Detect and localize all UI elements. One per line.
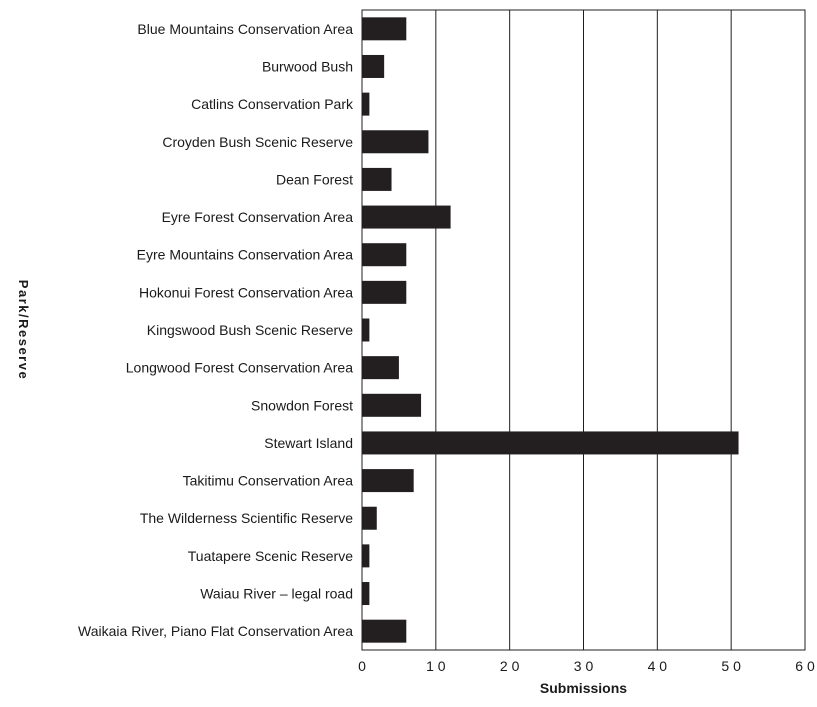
category-label: The Wilderness Scientific Reserve	[140, 510, 353, 526]
category-label: Blue Mountains Conservation Area	[137, 21, 353, 37]
category-label: Eyre Forest Conservation Area	[162, 209, 354, 225]
category-label: Stewart Island	[264, 435, 353, 451]
x-tick-labels: 0 1 0 2 0 3 0 4 0 5 0 6 0	[358, 658, 815, 674]
bar	[362, 619, 407, 643]
x-tick-label: 3 0	[574, 658, 594, 674]
bars	[362, 17, 739, 643]
bar	[362, 280, 407, 304]
bar	[362, 17, 407, 41]
bar	[362, 92, 370, 116]
category-labels: Blue Mountains Conservation Area Burwood …	[78, 21, 354, 639]
x-tick-label: 0	[358, 658, 366, 674]
bar	[362, 167, 392, 191]
category-label: Catlins Conservation Park	[191, 96, 354, 112]
plot-frame	[361, 9, 806, 651]
x-tick-label: 2 0	[500, 658, 520, 674]
bar	[362, 544, 370, 568]
category-label: Longwood Forest Conservation Area	[126, 360, 353, 376]
category-label: Waiau River – legal road	[200, 586, 353, 602]
bar	[362, 582, 370, 606]
bar	[362, 393, 422, 417]
x-tick-label: 4 0	[648, 658, 668, 674]
x-axis-title: Submissions	[540, 680, 627, 696]
x-tick-label: 5 0	[721, 658, 741, 674]
category-label: Hokonui Forest Conservation Area	[139, 284, 353, 300]
bar	[362, 356, 399, 380]
category-label: Tuatapere Scenic Reserve	[188, 548, 353, 564]
category-label: Dean Forest	[276, 171, 353, 187]
category-label: Croyden Bush Scenic Reserve	[162, 134, 353, 150]
category-label: Takitimu Conservation Area	[183, 473, 354, 489]
category-label: Eyre Mountains Conservation Area	[137, 247, 354, 263]
category-label: Burwood Bush	[262, 58, 353, 74]
bar	[362, 431, 739, 455]
category-label: Waikaia River, Piano Flat Conservation A…	[78, 623, 353, 639]
gridlines	[435, 10, 732, 650]
bar	[362, 318, 370, 342]
bar	[362, 469, 414, 493]
bar	[362, 130, 429, 154]
x-tick-label: 6 0	[795, 658, 815, 674]
x-tick-label: 1 0	[426, 658, 446, 674]
bar	[362, 54, 385, 78]
category-label: Snowdon Forest	[251, 397, 353, 413]
bar	[362, 205, 451, 229]
y-axis-title: Park/Reserve	[16, 280, 31, 380]
bar	[362, 506, 377, 530]
category-label: Kingswood Bush Scenic Reserve	[147, 322, 353, 338]
bar	[362, 243, 407, 267]
